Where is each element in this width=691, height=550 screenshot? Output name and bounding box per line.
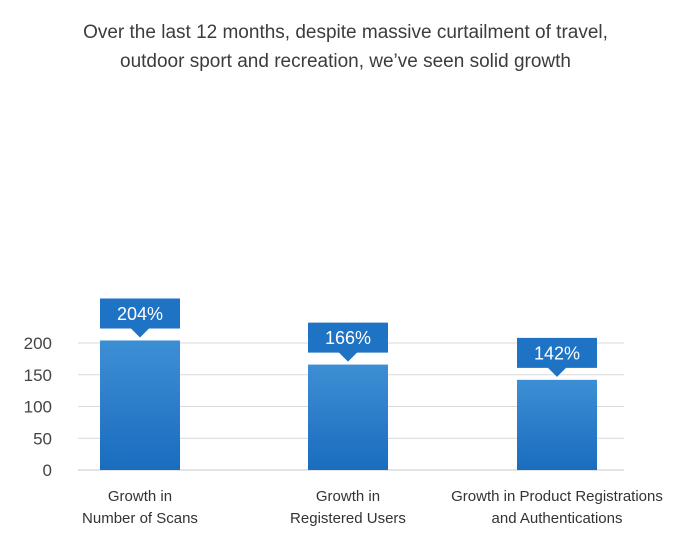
bar [517, 379, 597, 470]
data-label: 142% [534, 343, 580, 363]
category-label: and Authentications [492, 510, 623, 527]
y-tick-label: 50 [33, 429, 52, 448]
bar [308, 364, 388, 470]
bars [100, 340, 597, 470]
y-tick-label: 0 [43, 461, 52, 480]
data-label-box [517, 337, 597, 377]
data-labels: 204% 166% 142% [100, 298, 597, 377]
data-label-callout: 166% [308, 322, 388, 362]
category-label: Registered Users [290, 510, 406, 527]
data-label-box [100, 298, 180, 338]
data-label-callout: 204% [100, 298, 180, 338]
data-label: 204% [117, 304, 163, 324]
y-axis: 0 50 100 150 200 [24, 334, 52, 480]
data-label: 166% [325, 328, 371, 348]
chart-title-line-1: Over the last 12 months, despite massive… [83, 22, 608, 43]
category-label: Growth in [316, 488, 380, 505]
chart-title-line-2: outdoor sport and recreation, we’ve seen… [120, 51, 571, 72]
category-label: Growth in Product Registrations [451, 488, 663, 505]
bar [100, 340, 180, 470]
data-label-box [308, 322, 388, 362]
category-label: Number of Scans [82, 510, 198, 527]
x-axis: Growth in Number of Scans Growth in Registe… [82, 488, 663, 527]
category-label: Growth in [108, 488, 172, 505]
chart-title: Over the last 12 months, despite massive… [0, 18, 691, 76]
y-tick-label: 100 [24, 398, 52, 417]
y-tick-label: 150 [24, 366, 52, 385]
data-label-callout: 142% [517, 337, 597, 377]
y-tick-label: 200 [24, 334, 52, 353]
